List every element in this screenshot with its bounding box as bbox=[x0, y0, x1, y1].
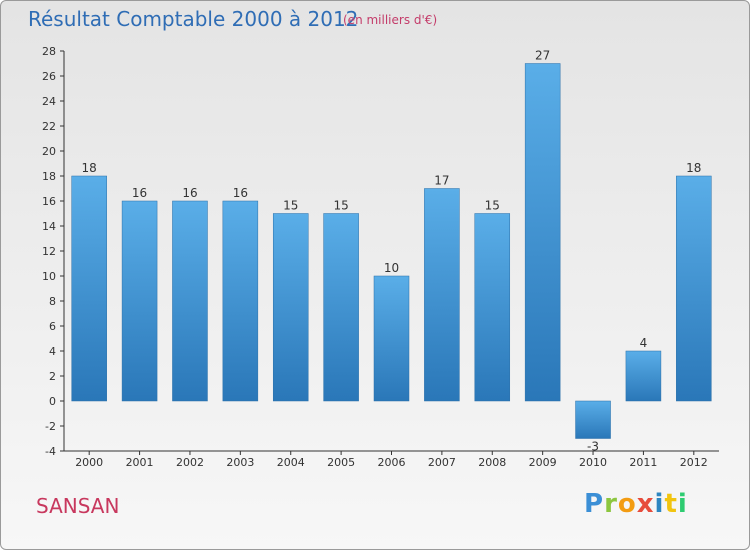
x-tick-label-2011: 2011 bbox=[629, 456, 657, 469]
proxiti-logo[interactable]: Proxiti bbox=[584, 489, 688, 519]
x-tick-label-2001: 2001 bbox=[126, 456, 154, 469]
y-tick-label: 12 bbox=[42, 245, 56, 258]
y-tick-label: 22 bbox=[42, 120, 56, 133]
x-tick-label-2006: 2006 bbox=[378, 456, 406, 469]
value-label-2002: 16 bbox=[182, 186, 197, 200]
bar-2000 bbox=[71, 175, 107, 402]
bar-2005 bbox=[323, 213, 359, 402]
chart-title: Résultat Comptable 2000 à 2012 bbox=[28, 7, 359, 31]
y-tick-label: -2 bbox=[45, 420, 56, 433]
town-name: SANSAN bbox=[36, 494, 120, 518]
y-tick-label: 2 bbox=[49, 370, 56, 383]
y-tick-label: 0 bbox=[49, 395, 56, 408]
value-label-2012: 18 bbox=[686, 161, 701, 175]
value-label-2001: 16 bbox=[132, 186, 147, 200]
y-tick-label: 8 bbox=[49, 295, 56, 308]
value-label-2010: -3 bbox=[587, 440, 599, 454]
value-label-2005: 15 bbox=[333, 199, 348, 213]
y-tick-label: 16 bbox=[42, 195, 56, 208]
x-tick-label-2009: 2009 bbox=[529, 456, 557, 469]
logo-letter: o bbox=[617, 489, 637, 519]
y-tick-label: 20 bbox=[42, 145, 56, 158]
bar-2012 bbox=[676, 175, 712, 402]
logo-letter: P bbox=[584, 489, 605, 519]
bar-2001 bbox=[121, 200, 158, 402]
x-tick-label-2003: 2003 bbox=[226, 456, 254, 469]
logo-letter: t bbox=[664, 489, 678, 519]
x-tick-label-2005: 2005 bbox=[327, 456, 355, 469]
value-label-2000: 18 bbox=[82, 161, 97, 175]
y-tick-label: -4 bbox=[45, 445, 56, 458]
logo-letter: i bbox=[654, 489, 665, 519]
y-tick-label: 24 bbox=[42, 95, 56, 108]
bar-2003 bbox=[222, 200, 259, 402]
x-tick-label-2004: 2004 bbox=[277, 456, 305, 469]
x-tick-label-2002: 2002 bbox=[176, 456, 204, 469]
y-tick-label: 18 bbox=[42, 170, 56, 183]
bar-2006 bbox=[373, 275, 410, 402]
bar-2007 bbox=[424, 188, 460, 402]
value-label-2008: 15 bbox=[485, 199, 500, 213]
bar-2010 bbox=[575, 400, 611, 439]
logo-letter: x bbox=[636, 489, 655, 519]
value-label-2009: 27 bbox=[535, 49, 550, 63]
bar-2004 bbox=[272, 213, 309, 402]
y-tick-label: 28 bbox=[42, 45, 56, 58]
y-tick-label: 6 bbox=[49, 320, 56, 333]
bar-2002 bbox=[172, 200, 208, 402]
y-tick-label: 4 bbox=[49, 345, 56, 358]
y-tick-label: 10 bbox=[42, 270, 56, 283]
x-tick-label-2010: 2010 bbox=[579, 456, 607, 469]
y-tick-label: 14 bbox=[42, 220, 56, 233]
value-label-2006: 10 bbox=[384, 261, 399, 275]
value-label-2003: 16 bbox=[233, 186, 248, 200]
x-tick-label-2007: 2007 bbox=[428, 456, 456, 469]
y-tick-label: 26 bbox=[42, 70, 56, 83]
x-tick-label-2008: 2008 bbox=[478, 456, 506, 469]
chart-subtitle: (en milliers d'€) bbox=[343, 13, 438, 27]
logo-letter: r bbox=[604, 489, 618, 519]
value-label-2007: 17 bbox=[434, 174, 449, 188]
logo-letter: i bbox=[677, 489, 688, 519]
x-tick-label-2012: 2012 bbox=[680, 456, 708, 469]
bar-2009 bbox=[524, 63, 561, 402]
bar-2011 bbox=[625, 350, 662, 402]
value-label-2004: 15 bbox=[283, 199, 298, 213]
bar-2008 bbox=[474, 213, 511, 402]
value-label-2011: 4 bbox=[640, 336, 648, 350]
x-tick-label-2000: 2000 bbox=[75, 456, 103, 469]
